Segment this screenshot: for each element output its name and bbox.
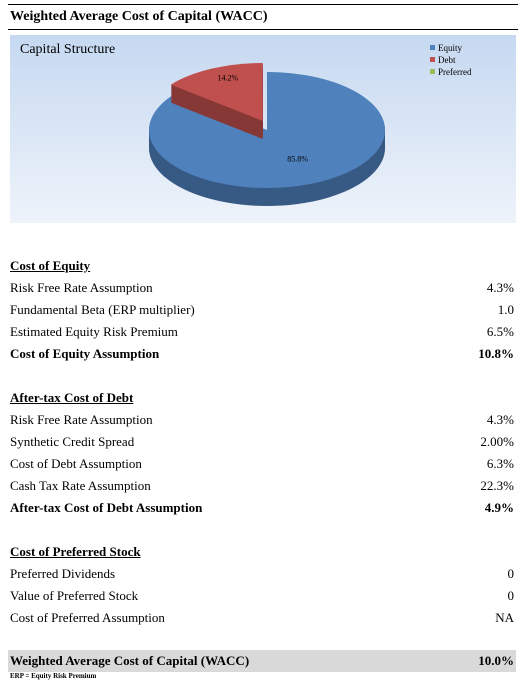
- row-value: NA: [495, 610, 514, 625]
- row-label: Preferred Dividends: [10, 566, 116, 581]
- total-label: Cost of Equity Assumption: [10, 346, 160, 361]
- row-value: 4.3%: [486, 412, 514, 427]
- legend-swatch: [430, 69, 435, 74]
- row-label: Cost of Preferred Assumption: [10, 610, 165, 625]
- row-label: Fundamental Beta (ERP multiplier): [10, 302, 195, 317]
- row-label: Cost of Debt Assumption: [10, 456, 142, 471]
- legend-swatch: [430, 45, 435, 50]
- wacc-bar: [8, 650, 516, 672]
- row-value: 2.00%: [480, 434, 514, 449]
- row-value: 4.3%: [486, 280, 514, 295]
- legend-swatch: [430, 57, 435, 62]
- section-heading: Cost of Equity: [10, 258, 91, 273]
- data-label: 14.2%: [217, 74, 238, 83]
- legend-label: Preferred: [438, 67, 472, 77]
- row-value: 0: [507, 566, 515, 581]
- total-label: After-tax Cost of Debt Assumption: [10, 500, 203, 515]
- footnote: ERP = Equity Risk Premium: [10, 672, 97, 680]
- total-value: 4.9%: [484, 500, 514, 515]
- row-value: 22.3%: [480, 478, 514, 493]
- legend-label: Debt: [438, 55, 456, 65]
- pie-top: [148, 72, 385, 188]
- pie-top: [170, 62, 263, 121]
- pie-slice: [148, 72, 385, 206]
- row-value: 0: [507, 588, 515, 603]
- row-label: Synthetic Credit Spread: [10, 434, 135, 449]
- wacc-label: Weighted Average Cost of Capital (WACC): [10, 653, 250, 668]
- chart-area: Capital Structure 85.8% 14.2% Equity Debt Pr…: [10, 35, 516, 223]
- row-value: 6.3%: [486, 456, 514, 471]
- chart-title: Capital Structure: [20, 42, 115, 57]
- row-label: Value of Preferred Stock: [10, 588, 139, 603]
- chart: Capital Structure 85.8% 14.2% Equity Debt Pr…: [20, 42, 472, 206]
- data-label: 85.8%: [287, 154, 308, 163]
- pie-slice: [170, 62, 263, 139]
- title: Weighted Average Cost of Capital (WACC): [8, 4, 518, 30]
- wacc-value: 10.0%: [478, 653, 514, 668]
- row-label: Cash Tax Rate Assumption: [10, 478, 151, 493]
- row-value: 1.0: [497, 302, 514, 317]
- row-label: Estimated Equity Risk Premium: [10, 324, 178, 339]
- section-heading: After-tax Cost of Debt: [10, 390, 134, 405]
- total-value: 10.8%: [478, 346, 514, 361]
- legend-label: Equity: [438, 43, 462, 53]
- row-label: Risk Free Rate Assumption: [10, 280, 153, 295]
- row-label: Risk Free Rate Assumption: [10, 412, 153, 427]
- row-value: 6.5%: [486, 324, 514, 339]
- section-heading: Cost of Preferred Stock: [10, 544, 141, 559]
